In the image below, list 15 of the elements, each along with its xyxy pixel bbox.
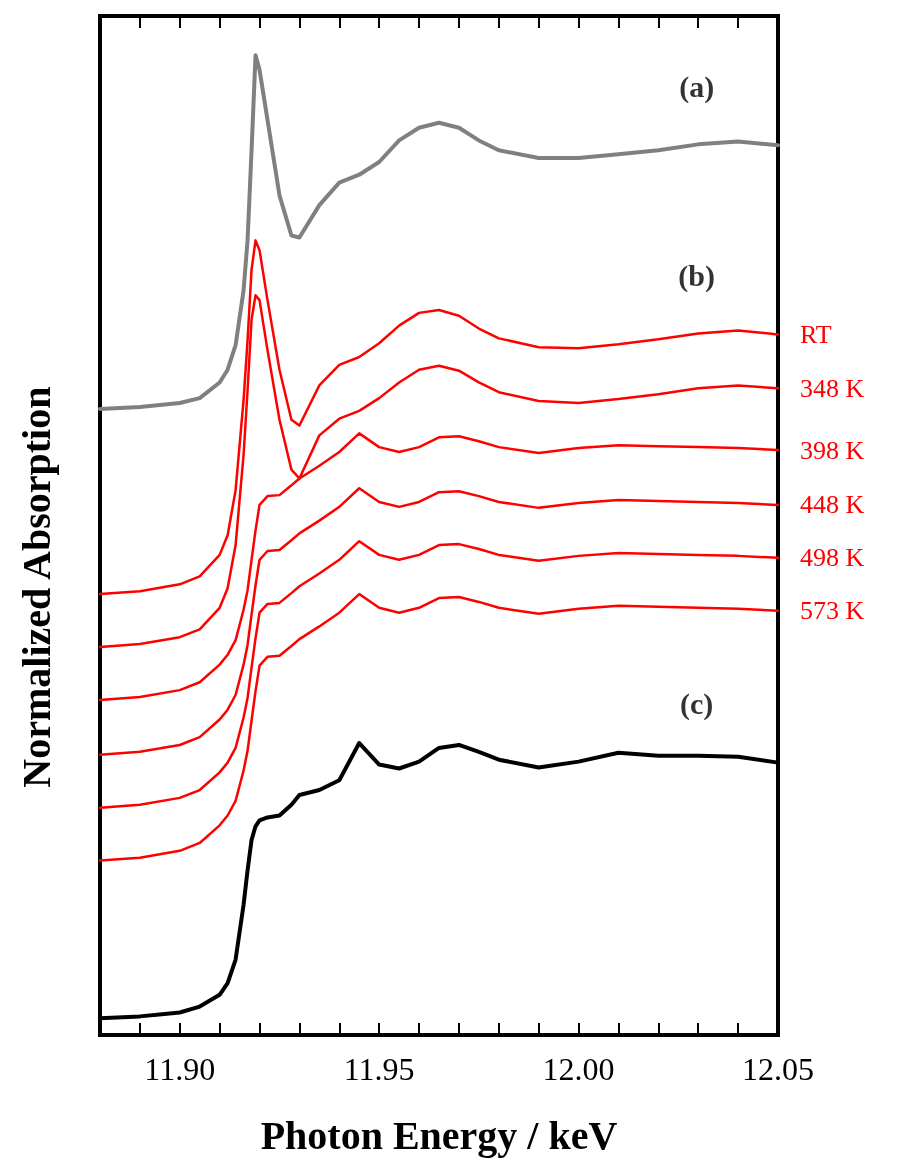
x-tick-label: 11.95 bbox=[343, 1051, 415, 1087]
series-label: 348 K bbox=[800, 373, 865, 403]
annotation: (c) bbox=[679, 687, 714, 722]
series-label: RT bbox=[800, 319, 832, 349]
series-label: 498 K bbox=[800, 543, 865, 573]
x-axis-title: Photon Energy / keV bbox=[260, 1112, 618, 1158]
series-label: 448 K bbox=[800, 490, 865, 520]
annotation: (b) bbox=[678, 259, 715, 294]
x-tick-label: 12.00 bbox=[542, 1051, 615, 1087]
annotation: (a) bbox=[679, 70, 715, 105]
x-tick-label: 11.90 bbox=[144, 1051, 216, 1087]
x-tick-label: 12.05 bbox=[742, 1051, 814, 1087]
series-label: 573 K bbox=[800, 596, 865, 626]
y-axis-title: Normalized Absorption bbox=[13, 386, 59, 788]
series-label: 398 K bbox=[800, 435, 865, 465]
